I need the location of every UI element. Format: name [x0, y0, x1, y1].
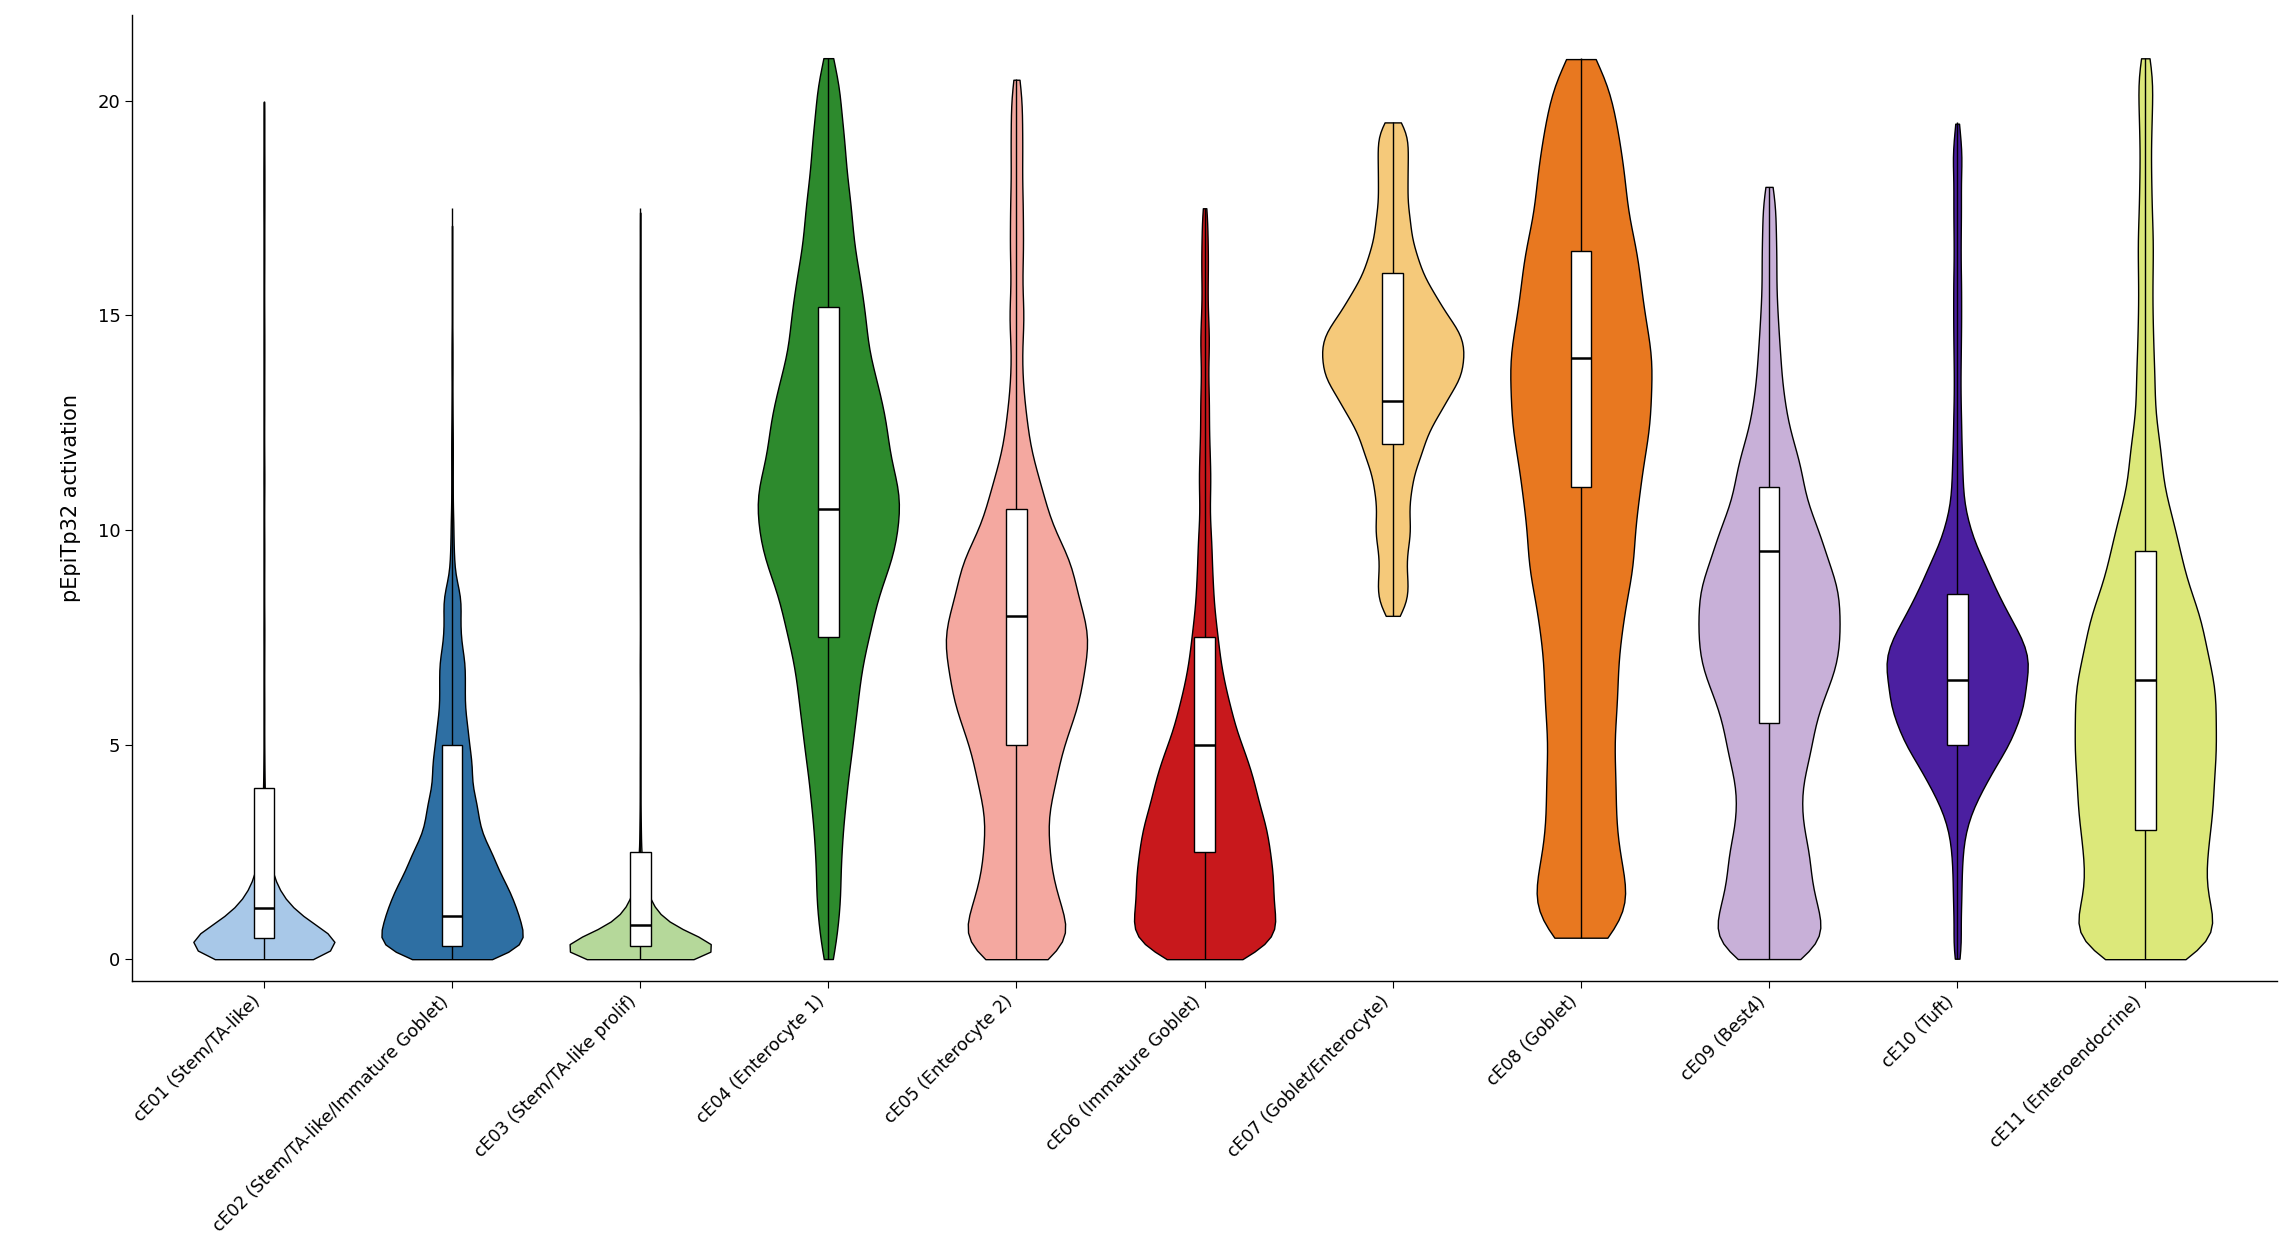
Y-axis label: pEpiTp32 activation: pEpiTp32 activation — [62, 394, 80, 601]
Bar — [1946, 595, 1967, 745]
Bar — [1194, 638, 1215, 852]
Bar — [2134, 551, 2157, 830]
Bar — [1006, 509, 1027, 745]
Bar — [254, 788, 275, 938]
Bar — [442, 745, 463, 946]
Bar — [1758, 488, 1779, 724]
Bar — [1382, 272, 1403, 444]
Bar — [818, 306, 839, 638]
Bar — [1570, 251, 1591, 488]
Bar — [630, 853, 651, 946]
